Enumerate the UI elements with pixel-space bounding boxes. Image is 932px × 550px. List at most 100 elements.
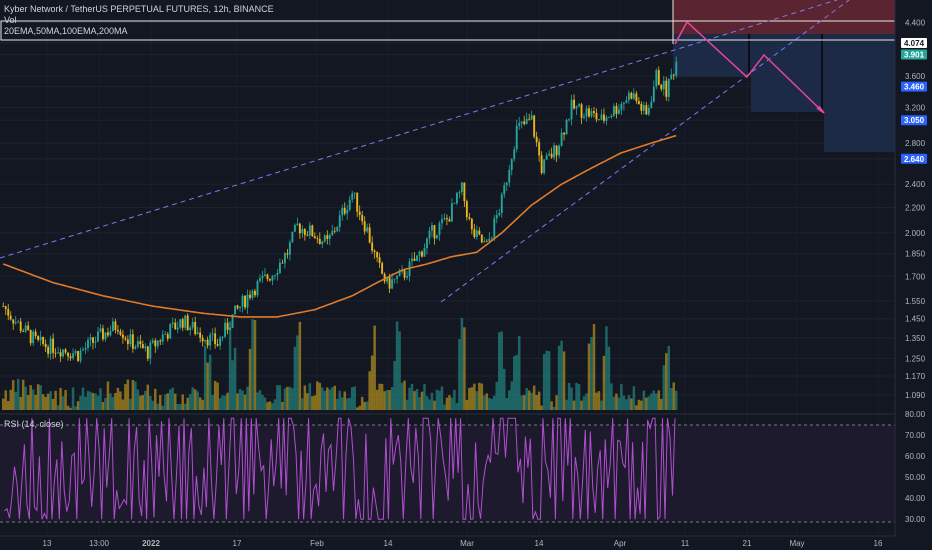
price-axis[interactable] <box>895 0 932 550</box>
volume-bar <box>273 399 277 410</box>
volume-bar <box>6 401 10 410</box>
price-tick-label: 3.200 <box>905 103 926 112</box>
time-tick-label: 13 <box>43 539 52 548</box>
candle-body <box>396 275 399 279</box>
volume-bar <box>164 394 167 410</box>
volume-bar <box>169 389 172 410</box>
volume-bar <box>455 403 459 410</box>
candle-body <box>665 80 668 97</box>
volume-bar <box>51 398 55 410</box>
volume-bar <box>512 356 516 410</box>
volume-bar <box>615 393 618 410</box>
candle-body <box>199 332 202 338</box>
price-axis-labels: 4.400 4.074 3.901 3.600 3.460 3.200 3.050 2.800… <box>905 18 926 399</box>
candle-body <box>9 315 12 320</box>
volume-bar <box>403 380 406 410</box>
candle-body <box>29 329 32 344</box>
volume-bar <box>562 351 566 410</box>
volume-bar <box>291 388 294 410</box>
candle-body <box>473 229 476 238</box>
volume-bar <box>223 395 227 410</box>
volume-bar <box>141 395 145 410</box>
time-tick-label: 14 <box>535 539 544 548</box>
candle-body <box>42 336 45 344</box>
candle-body <box>79 350 82 361</box>
candle-body <box>139 341 142 345</box>
candle-body <box>62 349 65 357</box>
candle-body <box>161 334 164 342</box>
candle-body <box>49 338 52 354</box>
rsi-tick-label: 70.00 <box>905 431 926 440</box>
price-tick-label: 1.250 <box>905 354 926 363</box>
candle-body <box>356 192 359 212</box>
volume-bar <box>630 398 633 410</box>
price-tick-label: 2.000 <box>905 229 926 238</box>
time-tick-label: May <box>789 539 804 548</box>
candle-body <box>603 114 605 121</box>
candle-body <box>657 70 660 85</box>
volume-bar <box>388 390 391 410</box>
candle-body <box>64 349 67 353</box>
volume-bar <box>640 400 643 410</box>
volume-bar <box>306 393 309 410</box>
volume-bar <box>468 387 471 410</box>
candle-body <box>667 78 670 97</box>
volume-bar <box>478 382 481 410</box>
volume-bar <box>567 382 571 410</box>
volume-bar <box>119 391 122 410</box>
candle-body <box>12 319 15 324</box>
volume-bars <box>2 317 678 410</box>
candle-body <box>590 111 593 117</box>
price-tag-label: 2.640 <box>904 155 925 164</box>
candle-body <box>672 74 675 76</box>
volume-bar <box>410 383 414 410</box>
price-tick-label: 1.550 <box>905 297 926 306</box>
time-axis[interactable] <box>0 536 932 550</box>
candle-body <box>313 236 316 239</box>
candle-body <box>336 226 339 232</box>
rsi-tick-label: 30.00 <box>905 515 926 524</box>
candle-body <box>525 118 528 124</box>
candle-body <box>343 207 346 214</box>
volume-bar <box>248 348 252 410</box>
candle-body <box>426 238 428 249</box>
candle-body <box>391 279 394 289</box>
candle-body <box>578 104 580 107</box>
volume-bar <box>650 393 653 410</box>
volume-bar <box>420 391 424 410</box>
candle-body <box>283 253 286 264</box>
volume-bar <box>500 331 504 410</box>
volume-bar <box>458 339 461 410</box>
candle-body <box>206 339 209 346</box>
candle-body <box>605 117 608 121</box>
candle-body <box>119 331 122 335</box>
candle-body <box>418 251 421 256</box>
candle-body <box>421 251 423 257</box>
volume-bar <box>662 365 666 410</box>
candle-body <box>503 185 506 195</box>
volume-bar <box>14 391 17 410</box>
candle-body <box>448 219 451 222</box>
volume-bar <box>64 390 67 410</box>
volume-bar <box>76 401 80 410</box>
candle-body <box>363 221 366 232</box>
volume-bar <box>670 388 673 410</box>
candle-body <box>32 331 35 344</box>
candle-body <box>259 278 261 281</box>
candle-body <box>480 234 483 243</box>
candle-body <box>640 103 643 111</box>
volume-bar <box>590 337 593 410</box>
candle-body <box>533 115 536 137</box>
volume-bar <box>435 389 439 410</box>
candle-body <box>608 116 610 118</box>
volume-bar <box>620 384 623 410</box>
volume-bar <box>627 395 631 410</box>
volume-bar <box>368 371 371 410</box>
candle-body <box>383 273 386 282</box>
price-tags: 4.074 3.901 3.460 3.050 2.640 <box>901 37 927 164</box>
candle-body <box>351 193 354 200</box>
candle-body <box>463 182 466 202</box>
candle-body <box>655 70 658 87</box>
volume-bar <box>565 399 568 410</box>
